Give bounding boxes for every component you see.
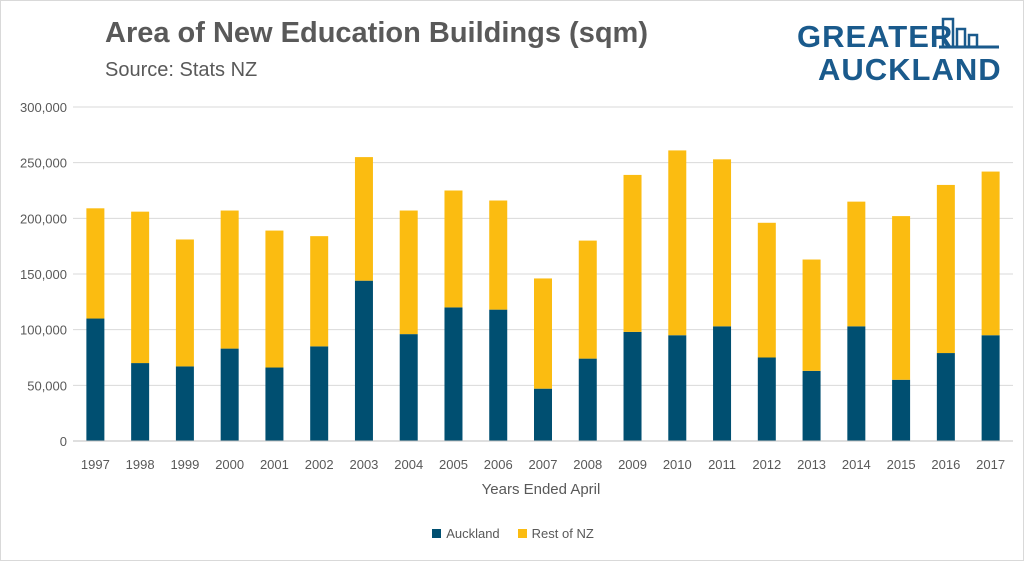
greater-auckland-logo: GREATER AUCKLAND	[791, 13, 1006, 88]
y-tick-label: 150,000	[20, 267, 67, 282]
y-tick-label: 0	[60, 434, 67, 449]
bar-auckland-1997	[86, 318, 105, 441]
x-tick-label: 2000	[215, 457, 244, 472]
y-tick-label: 300,000	[20, 100, 67, 115]
bar-rest-of-nz-2008	[578, 240, 597, 359]
bar-auckland-2014	[847, 326, 866, 441]
bar-auckland-2016	[936, 353, 955, 441]
x-tick-label: 2017	[976, 457, 1005, 472]
bar-rest-of-nz-2005	[444, 190, 463, 308]
legend-label: Rest of NZ	[531, 526, 594, 541]
bar-rest-of-nz-2012	[757, 222, 776, 358]
chart-subtitle: Source: Stats NZ	[105, 59, 258, 81]
x-tick-label: 2016	[931, 457, 960, 472]
legend-swatch	[432, 529, 442, 539]
legend-item-rest-of-nz: Rest of NZ	[517, 526, 594, 541]
logo-text-greater: GREATER	[797, 19, 954, 54]
x-tick-label: 2008	[573, 457, 602, 472]
logo-text-auckland: AUCKLAND	[818, 52, 1002, 87]
bar-rest-of-nz-2016	[936, 184, 955, 354]
bar-auckland-2013	[802, 370, 821, 441]
bar-rest-of-nz-2013	[802, 259, 821, 371]
x-tick-label: 2011	[708, 457, 736, 472]
bar-auckland-2012	[757, 357, 776, 441]
bar-rest-of-nz-1997	[86, 208, 105, 319]
bar-auckland-2005	[444, 307, 463, 441]
y-tick-label: 250,000	[20, 156, 67, 171]
bar-auckland-1999	[175, 366, 194, 441]
bar-auckland-2011	[713, 326, 732, 441]
legend-item-auckland: Auckland	[432, 526, 500, 541]
y-tick-label: 200,000	[20, 211, 67, 226]
x-tick-label: 2006	[484, 457, 513, 472]
plot-area: 0 50,000 100,000 150,000 200,000 250,000 300,0…	[20, 100, 1013, 498]
x-tick-label: 2005	[439, 457, 468, 472]
bar-auckland-2008	[578, 358, 597, 441]
legend-swatch	[517, 529, 527, 539]
x-tick-label: 2009	[618, 457, 647, 472]
x-tick-label: 2003	[349, 457, 378, 472]
bar-rest-of-nz-2009	[623, 174, 642, 332]
bar-auckland-2009	[623, 331, 642, 441]
legend: Auckland Rest of NZ	[1, 526, 1024, 541]
bar-rest-of-nz-2004	[399, 210, 418, 335]
bar-rest-of-nz-2017	[981, 171, 1000, 336]
bar-auckland-2003	[354, 280, 373, 441]
chart-title: Area of New Education Buildings (sqm)	[105, 17, 648, 49]
bar-rest-of-nz-1999	[175, 239, 194, 367]
bar-rest-of-nz-2014	[847, 201, 866, 327]
bar-rest-of-nz-2006	[489, 200, 508, 310]
x-tick-label: 2001	[260, 457, 289, 472]
bar-auckland-1998	[131, 363, 150, 441]
bar-auckland-2000	[220, 348, 239, 441]
x-tick-label: 2015	[887, 457, 916, 472]
bar-auckland-2004	[399, 334, 418, 441]
bar-auckland-2017	[981, 335, 1000, 441]
bar-auckland-2001	[265, 367, 284, 441]
x-axis-label: Years Ended April	[482, 481, 601, 498]
x-tick-label: 2013	[797, 457, 826, 472]
bar-rest-of-nz-2001	[265, 230, 284, 368]
x-tick-label: 2002	[305, 457, 334, 472]
axes: 0 50,000 100,000 150,000 200,000 250,000 300,0…	[20, 100, 1013, 472]
bar-rest-of-nz-2015	[892, 216, 911, 380]
x-tick-label: 2004	[394, 457, 423, 472]
bars	[86, 150, 1000, 441]
bar-rest-of-nz-2002	[310, 236, 329, 347]
bar-auckland-2002	[310, 346, 329, 441]
x-tick-label: 2007	[529, 457, 558, 472]
bar-rest-of-nz-1998	[131, 211, 150, 364]
x-tick-label: 1998	[126, 457, 155, 472]
city-skyline-icon	[939, 17, 999, 49]
y-tick-label: 50,000	[27, 378, 67, 393]
x-tick-label: 2012	[752, 457, 781, 472]
bar-rest-of-nz-2003	[354, 157, 373, 281]
y-tick-label: 100,000	[20, 323, 67, 338]
bar-auckland-2015	[892, 379, 911, 441]
legend-label: Auckland	[446, 526, 500, 541]
bar-rest-of-nz-2011	[713, 159, 732, 327]
bar-rest-of-nz-2010	[668, 150, 687, 336]
x-tick-label: 1997	[81, 457, 110, 472]
x-tick-label: 1999	[170, 457, 199, 472]
bar-rest-of-nz-2007	[534, 278, 552, 389]
x-tick-label: 2010	[663, 457, 692, 472]
x-tick-label: 2014	[842, 457, 871, 472]
bar-auckland-2006	[489, 309, 508, 441]
bar-auckland-2010	[668, 335, 687, 441]
bar-auckland-2007	[534, 388, 552, 441]
bar-rest-of-nz-2000	[220, 210, 239, 349]
